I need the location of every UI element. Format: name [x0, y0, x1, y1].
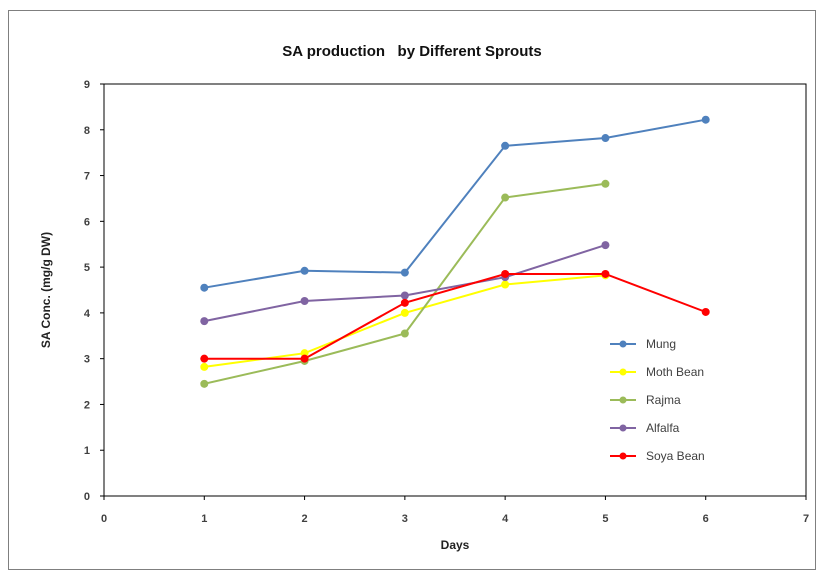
y-tick-label: 8 [84, 125, 90, 137]
legend-swatch-marker [619, 452, 627, 460]
series-mung [200, 115, 710, 292]
series-soya-bean [200, 269, 710, 363]
x-tick-label: 3 [402, 513, 408, 525]
legend-label: Soya Bean [646, 449, 705, 463]
data-point [300, 354, 309, 363]
data-point [300, 296, 309, 305]
series-line [204, 274, 606, 368]
legend-swatch-marker [619, 340, 627, 348]
legend-label: Alfalfa [646, 421, 680, 435]
x-tick-label: 5 [602, 513, 608, 525]
data-point [601, 241, 610, 250]
data-point [200, 317, 209, 326]
series-layer [200, 115, 710, 388]
data-point [601, 269, 610, 278]
x-tick-label: 4 [502, 513, 509, 525]
y-tick-label: 3 [84, 354, 90, 366]
x-axis-title: Days [441, 538, 470, 552]
legend-swatch-marker [619, 368, 627, 376]
data-point [300, 266, 309, 275]
legend-item: Mung [610, 337, 676, 351]
data-point [400, 291, 409, 300]
data-point [501, 193, 510, 202]
y-tick-label: 6 [84, 216, 90, 228]
data-point [400, 298, 409, 307]
y-tick-label: 4 [84, 308, 91, 320]
x-tick-label: 2 [302, 513, 308, 525]
data-point [501, 280, 510, 289]
legend-swatch-marker [619, 424, 627, 432]
data-point [501, 269, 510, 278]
data-point [501, 141, 510, 150]
y-tick-label: 5 [84, 262, 90, 274]
chart-title: SA production by Different Sprouts [282, 43, 541, 60]
y-tick-label: 0 [84, 491, 90, 503]
data-point [601, 179, 610, 188]
data-point [601, 134, 610, 143]
series-moth-bean [200, 271, 610, 371]
series-rajma [200, 179, 610, 388]
plot-area [103, 83, 807, 497]
legend-item: Soya Bean [610, 449, 705, 463]
series-line [204, 273, 707, 360]
data-point [200, 362, 209, 371]
chart-frame [8, 10, 816, 570]
y-tick-label: 1 [84, 445, 90, 457]
y-tick-label: 7 [84, 171, 90, 183]
legend: Mung Moth Bean Rajma Alfalfa Soya Bean [610, 337, 705, 463]
x-tick-label: 6 [703, 513, 709, 525]
data-point [701, 115, 710, 124]
legend-item: Alfalfa [610, 421, 680, 435]
data-point [400, 308, 409, 317]
x-tick-label: 0 [101, 513, 107, 525]
legend-label: Rajma [646, 393, 681, 407]
data-point [701, 307, 710, 316]
axes-layer: 0 1 2 3 4 5 6 7 0 1 2 3 4 5 6 7 8 9 [84, 79, 809, 525]
data-point [200, 379, 209, 388]
legend-label: Mung [646, 337, 676, 351]
series-line [204, 182, 606, 385]
legend-label: Moth Bean [646, 365, 704, 379]
legend-item: Rajma [610, 393, 681, 407]
x-tick-label: 1 [201, 513, 207, 525]
y-axis-title: SA Conc. (mg/g DW) [39, 232, 53, 348]
legend-swatch-marker [619, 396, 627, 404]
y-tick-label: 9 [84, 79, 90, 91]
data-point [200, 354, 209, 363]
series-line [204, 118, 706, 289]
data-point [400, 268, 409, 277]
data-point [300, 349, 309, 358]
x-tick-label: 7 [803, 513, 809, 525]
y-tick-label: 2 [84, 399, 90, 411]
legend-item: Moth Bean [610, 365, 704, 379]
data-point [400, 329, 409, 338]
data-point [200, 283, 209, 292]
